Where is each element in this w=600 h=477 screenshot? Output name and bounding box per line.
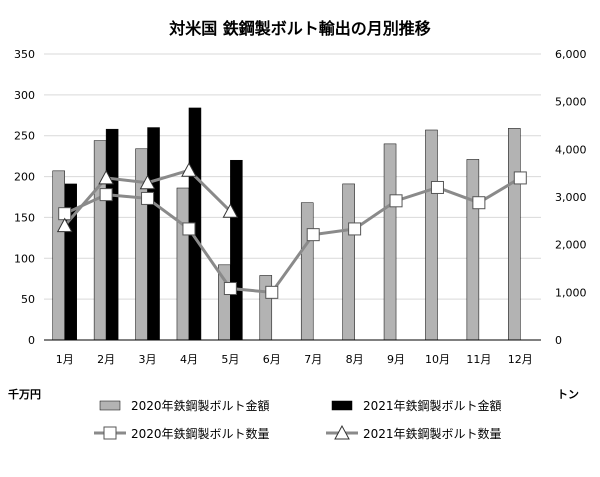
point-marker-square [306, 228, 320, 242]
x-tick-label: 6月 [263, 353, 281, 366]
point-marker-triangle [98, 169, 114, 185]
bar [105, 128, 119, 341]
x-tick-label: 10月 [425, 353, 450, 366]
point-marker-triangle [139, 174, 156, 190]
point-marker-triangle [222, 203, 239, 218]
point-marker-triangle [56, 217, 73, 233]
bar [52, 170, 65, 341]
x-tick-label: 4月 [180, 353, 198, 366]
point-marker-square [472, 196, 486, 210]
x-tick-label: 5月 [221, 353, 239, 366]
x-tick-label: 8月 [346, 353, 364, 366]
legend-label: 2021年鉄鋼製ボルト金額 [363, 398, 502, 413]
legend-swatch [331, 400, 353, 411]
bar [300, 202, 314, 341]
bar [342, 183, 355, 341]
legend-label: 2020年鉄鋼製ボルト金額 [131, 398, 270, 413]
point-marker-triangle [334, 424, 350, 440]
right-tick-label: 3,000 [555, 191, 587, 204]
point-marker-square [430, 180, 444, 194]
legend-label: 2021年鉄鋼製ボルト数量 [363, 426, 502, 441]
tick-labels: 0 50 100 150 200 250 300 350 0 1,000 2,000 3,000 4,0… [14, 48, 587, 366]
right-tick-label: 4,000 [555, 143, 587, 156]
bar [466, 159, 480, 341]
x-tick-label: 1月 [56, 353, 74, 366]
bar [176, 187, 190, 341]
x-tick-label: 2月 [97, 353, 115, 366]
right-tick-label: 6,000 [555, 48, 587, 61]
bar [135, 148, 148, 341]
point-marker-square [348, 222, 362, 236]
point-marker-square [103, 426, 117, 440]
point-marker-square [141, 191, 155, 205]
left-tick-label: 300 [14, 89, 35, 102]
bar [147, 127, 160, 341]
point-marker-square [99, 188, 113, 202]
legend-label: 2020年鉄鋼製ボルト数量 [131, 426, 270, 441]
x-tick-label: 12月 [508, 353, 533, 366]
left-axis-unit: 千万円 [8, 387, 41, 401]
x-tick-label: 9月 [387, 353, 405, 366]
left-tick-label: 350 [14, 48, 35, 61]
point-marker-square [223, 282, 237, 296]
gridlines [44, 53, 541, 300]
x-tick-label: 3月 [139, 353, 157, 366]
point-marker-square [389, 194, 403, 208]
left-tick-label: 50 [21, 293, 35, 306]
point-marker-square [265, 285, 279, 299]
right-axis-unit: トン [557, 388, 579, 401]
chart-title: 対米国 鉄鋼製ボルト輸出の月別推移 [168, 19, 431, 38]
right-tick-label: 2,000 [555, 239, 587, 252]
left-tick-label: 150 [14, 211, 35, 224]
right-tick-label: 5,000 [555, 96, 587, 109]
bar [425, 129, 438, 341]
bar [230, 159, 243, 341]
right-tick-label: 0 [555, 334, 562, 347]
bar [93, 140, 107, 341]
right-tick-label: 1,000 [555, 286, 587, 299]
bar [383, 143, 397, 341]
point-marker-square [513, 171, 527, 185]
left-tick-label: 100 [14, 252, 35, 265]
lines [56, 162, 527, 299]
series-line [64, 176, 522, 294]
point-marker-triangle [181, 162, 197, 177]
x-tick-label: 7月 [304, 353, 322, 366]
legend-swatch [99, 400, 121, 411]
left-tick-label: 200 [14, 171, 35, 184]
x-tick-label: 11月 [466, 353, 491, 366]
bar [259, 275, 273, 341]
legend: 2020年鉄鋼製ボルト金額 2021年鉄鋼製ボルト金額 2020年鉄鋼製ボルト数量 2… [94, 398, 502, 441]
point-marker-square [182, 222, 196, 236]
bar [508, 128, 521, 341]
left-tick-label: 0 [28, 334, 35, 347]
left-tick-label: 250 [14, 130, 35, 143]
bars [52, 107, 521, 341]
